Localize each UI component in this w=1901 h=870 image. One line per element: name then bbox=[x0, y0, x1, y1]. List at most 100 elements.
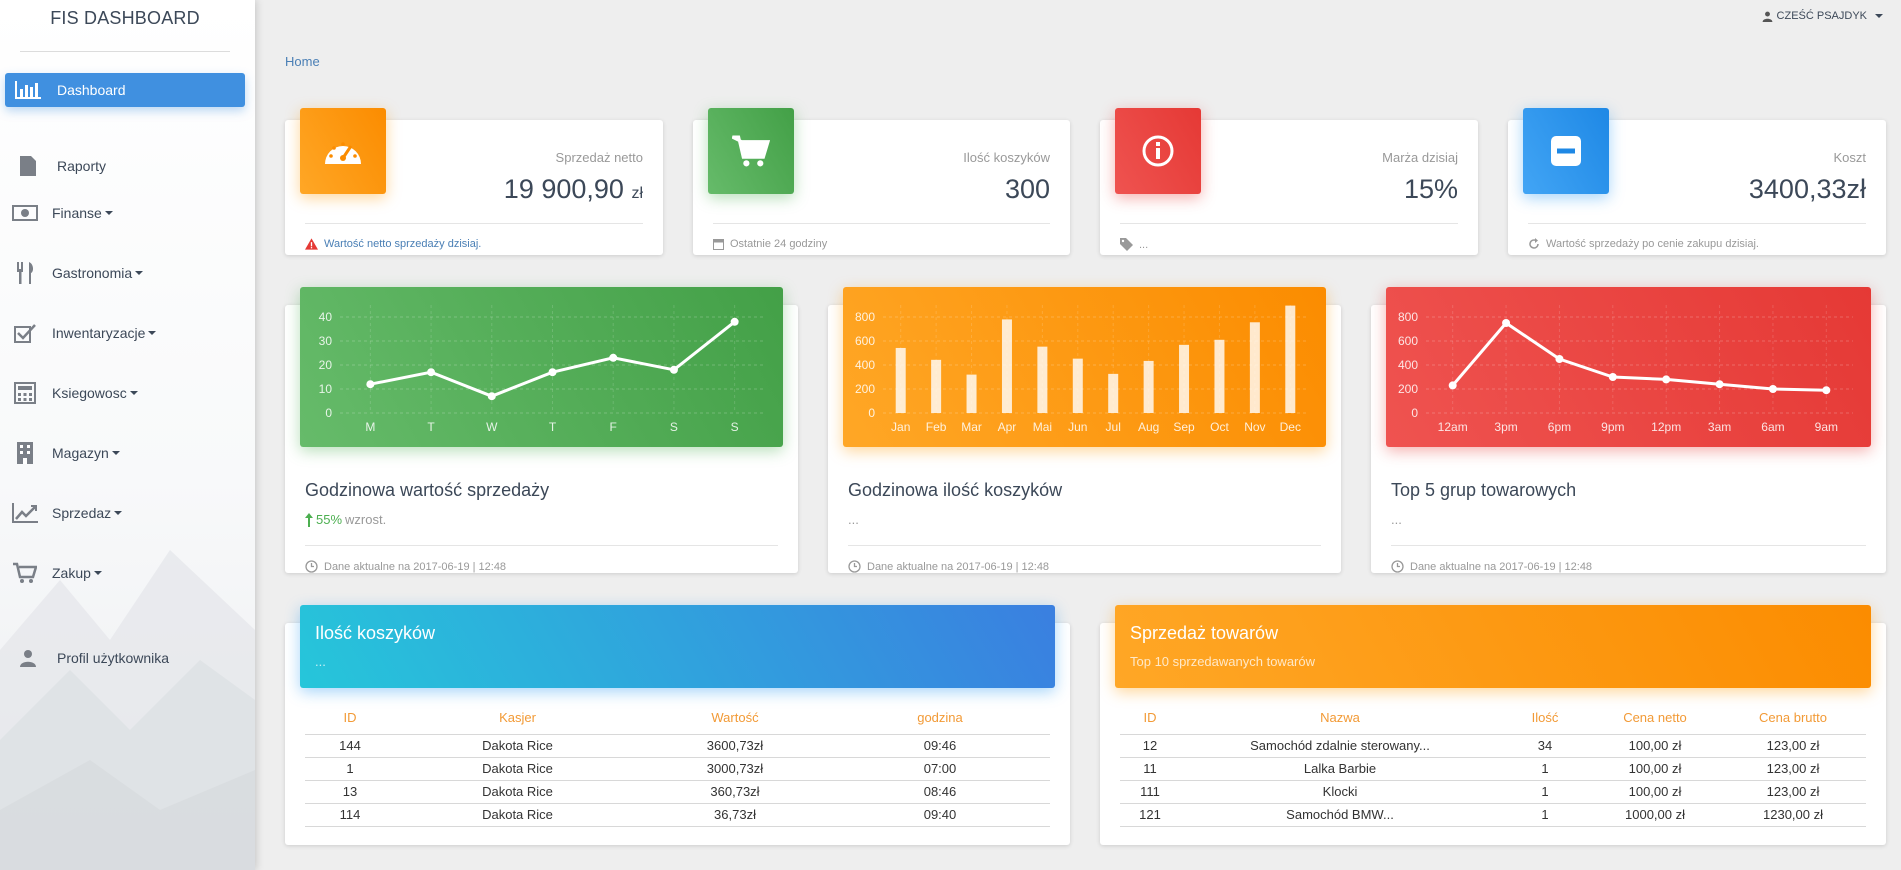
clock-icon bbox=[1391, 560, 1404, 573]
table-row[interactable]: 111 Klocki 1 100,00 zł 123,00 zł bbox=[1120, 780, 1866, 804]
breadcrumb-home[interactable]: Home bbox=[285, 54, 320, 69]
y-tick-label: 800 bbox=[855, 310, 875, 324]
building-icon bbox=[10, 442, 40, 464]
sidebar-item-sprzedaz[interactable]: Sprzedaz bbox=[5, 496, 245, 530]
sidebar-item-label: Finanse bbox=[52, 205, 102, 221]
bar[interactable] bbox=[1214, 339, 1225, 413]
data-point[interactable] bbox=[1822, 386, 1831, 395]
chart-footer: Dane aktualne na 2017-06-19 | 12:48 bbox=[305, 545, 778, 573]
x-tick-label: T bbox=[427, 420, 435, 434]
table-row[interactable]: 1 Dakota Rice 3000,73zł 07:00 bbox=[305, 757, 1050, 781]
x-tick-label: Nov bbox=[1244, 420, 1265, 434]
stat-card-margin: Marża dzisiaj 15% ... bbox=[1100, 108, 1478, 255]
table-row[interactable]: 13 Dakota Rice 360,73zł 08:46 bbox=[305, 780, 1050, 804]
column-header[interactable]: ID bbox=[305, 710, 395, 735]
sidebar-item-inwentaryzacje[interactable]: Inwentaryzacje bbox=[5, 316, 245, 350]
sidebar-item-magazyn[interactable]: Magazyn bbox=[5, 436, 245, 470]
sidebar-item-dashboard[interactable]: Dashboard bbox=[5, 73, 245, 107]
stat-value: 3400,33zł bbox=[1748, 174, 1866, 204]
bar[interactable] bbox=[1072, 358, 1083, 413]
table-row[interactable]: 12 Samochód zdalnie sterowany... 34 100,00 … bbox=[1120, 734, 1866, 758]
bar[interactable] bbox=[1249, 322, 1260, 413]
bar[interactable] bbox=[1143, 360, 1154, 413]
data-point[interactable] bbox=[548, 368, 557, 377]
sidebar-item-raporty[interactable]: Raporty bbox=[5, 149, 245, 183]
calculator-icon bbox=[10, 382, 40, 404]
sidebar-item-profil[interactable]: Profil użytkownika bbox=[5, 641, 245, 675]
table-row[interactable]: 11 Lalka Barbie 1 100,00 zł 123,00 zł bbox=[1120, 757, 1866, 781]
sidebar-item-label: Gastronomia bbox=[52, 265, 133, 281]
chevron-down-icon bbox=[104, 211, 113, 215]
data-point[interactable] bbox=[366, 380, 375, 389]
bar[interactable] bbox=[1108, 373, 1119, 413]
sidebar-item-label: Profil użytkownika bbox=[57, 650, 170, 666]
x-tick-label: Oct bbox=[1210, 420, 1229, 434]
column-header[interactable]: Wartość bbox=[640, 710, 830, 735]
column-header[interactable]: godzina bbox=[830, 710, 1050, 735]
y-tick-label: 400 bbox=[1398, 358, 1418, 372]
table-card-baskets: Ilość koszyków ... ID Kasjer Wartość god… bbox=[285, 605, 1070, 845]
table-card-products: Sprzedaż towarów Top 10 sprzedawanych to… bbox=[1100, 605, 1886, 845]
data-point[interactable] bbox=[487, 392, 496, 401]
sidebar-item-ksiegowosc[interactable]: Ksiegowosc bbox=[5, 376, 245, 410]
bar[interactable] bbox=[895, 347, 906, 413]
chevron-down-icon bbox=[148, 331, 157, 335]
data-point[interactable] bbox=[1502, 319, 1511, 327]
x-tick-label: S bbox=[670, 420, 678, 434]
data-point[interactable] bbox=[1608, 373, 1617, 381]
table-header: Sprzedaż towarów Top 10 sprzedawanych to… bbox=[1115, 605, 1871, 688]
bar[interactable] bbox=[1001, 319, 1012, 413]
x-tick-label: Dec bbox=[1280, 420, 1301, 434]
data-point[interactable] bbox=[1555, 355, 1564, 363]
line-chart-sales: 0 10 20 30 40 M T W T F S S bbox=[319, 305, 765, 434]
stat-value: 300 bbox=[1004, 174, 1050, 204]
stat-footer-link[interactable]: Wartość netto sprzedaży dzisiaj. bbox=[324, 238, 482, 250]
x-tick-label: 6pm bbox=[1548, 420, 1571, 434]
bar[interactable] bbox=[1037, 346, 1048, 413]
chart-title: Godzinowa ilość koszyków bbox=[848, 480, 1063, 500]
sidebar-item-zakup[interactable]: Zakup bbox=[5, 556, 245, 590]
column-header[interactable]: Kasjer bbox=[395, 710, 640, 735]
column-header[interactable]: Nazwa bbox=[1180, 710, 1500, 735]
sidebar-item-gastronomia[interactable]: Gastronomia bbox=[5, 256, 245, 290]
stat-value: 15% bbox=[1403, 174, 1458, 204]
table-row[interactable]: 144 Dakota Rice 3600,73zł 09:46 bbox=[305, 734, 1050, 758]
warning-icon bbox=[305, 238, 318, 250]
sidebar-item-label: Dashboard bbox=[57, 82, 126, 98]
user-menu[interactable]: CZEŚĆ PSAJDYK bbox=[1762, 10, 1883, 22]
data-point[interactable] bbox=[1448, 381, 1457, 390]
data-point[interactable] bbox=[1662, 375, 1671, 384]
column-header[interactable]: ID bbox=[1120, 710, 1180, 735]
sidebar-item-finanse[interactable]: Finanse bbox=[5, 196, 245, 230]
table-row[interactable]: 121 Samochód BMW... 1 1000,00 zł 1230,00 zł bbox=[1120, 803, 1866, 827]
column-header[interactable]: Cena brutto bbox=[1720, 710, 1866, 735]
table-row[interactable]: 114 Dakota Rice 36,73zł 09:40 bbox=[305, 803, 1050, 827]
bar[interactable] bbox=[1285, 305, 1296, 413]
baskets-table: ID Kasjer Wartość godzina 144 Dakota Rice… bbox=[305, 710, 1050, 827]
data-point[interactable] bbox=[1715, 380, 1724, 389]
data-point[interactable] bbox=[427, 368, 436, 377]
x-tick-label: Jan bbox=[891, 420, 910, 434]
x-tick-label: Jul bbox=[1106, 420, 1121, 434]
stat-footer: Wartość sprzedaży po cenie zakupu dzisia… bbox=[1528, 223, 1866, 250]
x-tick-label: 12am bbox=[1438, 420, 1468, 434]
bar[interactable] bbox=[966, 374, 977, 413]
data-point[interactable] bbox=[669, 365, 678, 374]
data-point[interactable] bbox=[609, 353, 618, 362]
column-header[interactable]: Ilość bbox=[1500, 710, 1590, 735]
brand-title[interactable]: FIS DASHBOARD bbox=[20, 6, 230, 52]
column-header[interactable]: Cena netto bbox=[1590, 710, 1720, 735]
bar[interactable] bbox=[931, 359, 942, 413]
x-tick-label: 6am bbox=[1761, 420, 1784, 434]
stat-category: Ilość koszyków bbox=[963, 150, 1050, 165]
x-tick-label: Feb bbox=[926, 420, 947, 434]
products-table: ID Nazwa Ilość Cena netto Cena brutto 12… bbox=[1120, 710, 1866, 827]
data-point[interactable] bbox=[1768, 385, 1777, 393]
stat-category: Koszt bbox=[1833, 150, 1866, 165]
sidebar-item-label: Raporty bbox=[57, 158, 107, 174]
x-tick-label: Apr bbox=[998, 420, 1017, 434]
y-tick-label: 800 bbox=[1398, 310, 1418, 324]
data-point[interactable] bbox=[730, 317, 739, 326]
bar[interactable] bbox=[1179, 344, 1190, 413]
y-tick-label: 0 bbox=[1411, 406, 1418, 420]
